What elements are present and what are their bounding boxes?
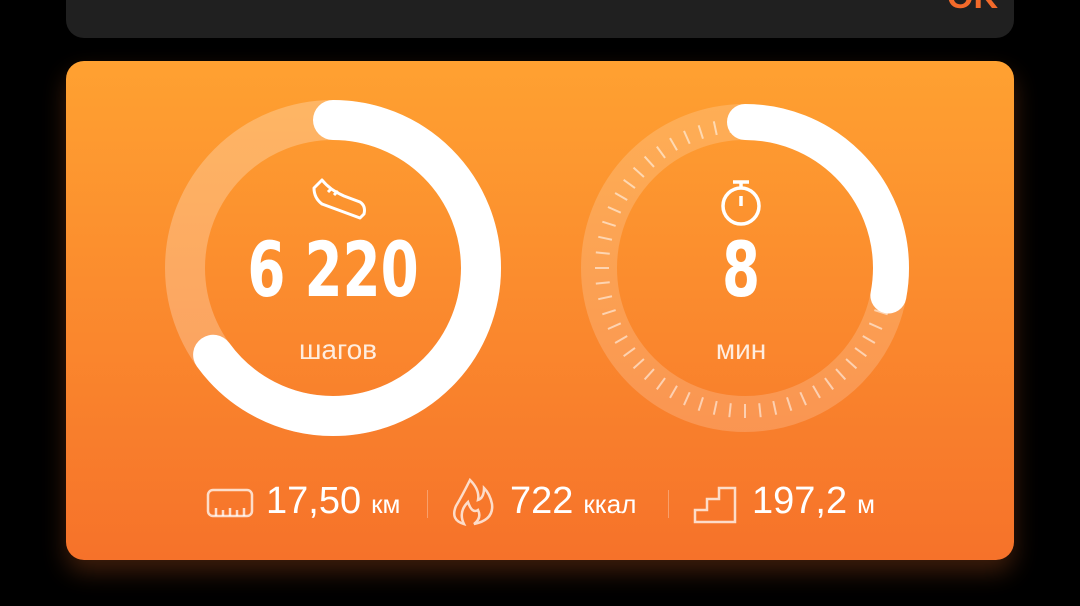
tick-mark xyxy=(595,251,610,255)
tick-mark xyxy=(786,397,793,411)
tick-mark xyxy=(614,335,628,344)
divider xyxy=(668,490,669,518)
stat-calories: 722 ккал xyxy=(510,480,636,523)
tick-mark xyxy=(602,220,616,227)
tick-mark xyxy=(799,391,807,406)
tick-mark xyxy=(712,400,718,415)
distance-value: 17,50 xyxy=(266,480,362,522)
tick-mark xyxy=(868,322,883,330)
tick-mark xyxy=(697,125,704,139)
tick-mark xyxy=(812,385,821,399)
elevation-unit: м xyxy=(857,489,875,519)
distance-unit: км xyxy=(371,489,401,519)
divider xyxy=(427,490,428,518)
time-unit: мин xyxy=(715,334,767,365)
activity-card[interactable] xyxy=(66,61,1014,560)
tick-mark xyxy=(697,397,704,411)
tick-mark xyxy=(607,322,622,330)
tick-mark xyxy=(607,206,622,214)
tick-mark xyxy=(669,137,678,151)
time-value: 8 xyxy=(721,225,761,314)
tick-mark xyxy=(772,400,778,415)
stat-distance: 17,50 км xyxy=(266,480,400,523)
ruler-icon xyxy=(206,488,254,518)
tick-mark xyxy=(669,385,678,399)
time-ring-progress xyxy=(581,104,909,432)
tick-mark xyxy=(656,377,666,390)
tick-mark xyxy=(614,192,628,201)
calories-value: 722 xyxy=(510,480,574,522)
elevation-value: 197,2 xyxy=(752,480,848,522)
stat-elevation: 197,2 м xyxy=(752,480,875,523)
tick-mark xyxy=(643,155,655,168)
ok-button[interactable]: OK xyxy=(947,0,998,17)
tick-mark xyxy=(835,368,847,381)
flame-icon xyxy=(453,477,494,526)
tick-mark xyxy=(632,358,645,370)
tick-mark xyxy=(598,235,613,241)
tick-mark xyxy=(683,391,691,406)
tick-mark xyxy=(874,309,888,316)
steps-unit: шагов xyxy=(298,334,378,365)
tick-mark xyxy=(845,358,858,370)
stairs-icon xyxy=(693,486,737,524)
tick-mark xyxy=(623,179,636,189)
sneaker-icon xyxy=(312,178,366,220)
tick-mark xyxy=(602,309,616,316)
tick-mark xyxy=(854,347,867,357)
calories-unit: ккал xyxy=(583,489,637,519)
tick-mark xyxy=(598,295,613,301)
tick-mark xyxy=(595,281,610,285)
tick-mark xyxy=(643,368,655,381)
tick-mark xyxy=(712,121,718,136)
tick-mark xyxy=(656,146,666,159)
tick-mark xyxy=(824,377,834,390)
steps-ring-progress xyxy=(165,100,501,436)
tick-mark xyxy=(758,403,762,418)
stopwatch-icon xyxy=(721,180,761,226)
tick-mark xyxy=(862,335,876,344)
tick-mark xyxy=(632,166,645,178)
tick-mark xyxy=(683,130,691,145)
steps-value: 6 220 xyxy=(247,225,419,314)
top-card xyxy=(66,0,1014,38)
tick-mark xyxy=(623,347,636,357)
tick-mark xyxy=(728,403,732,418)
